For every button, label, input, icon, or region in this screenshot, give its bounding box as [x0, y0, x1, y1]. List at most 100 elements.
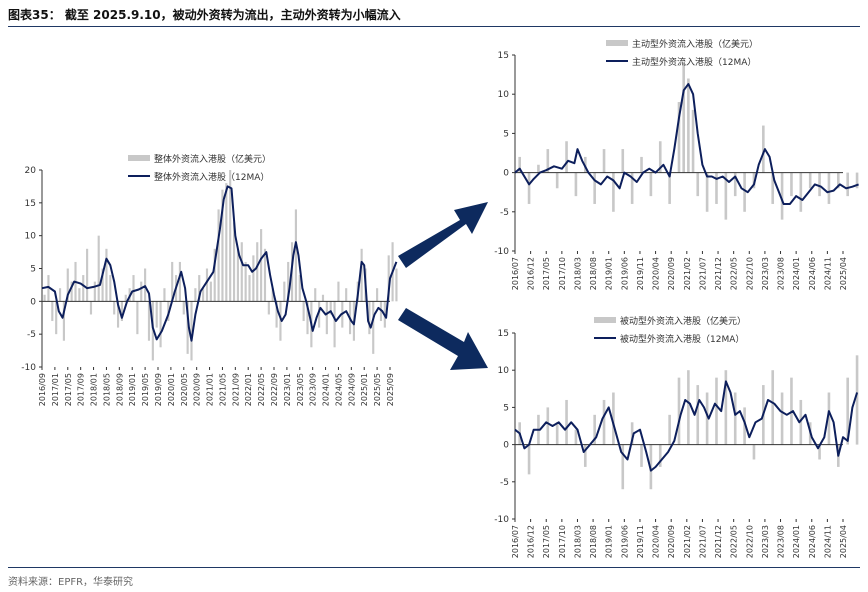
y-tick-label: 5	[503, 403, 509, 413]
flow-bar	[846, 172, 849, 197]
flow-bar	[178, 261, 181, 302]
x-tick-label: 2017/01	[51, 373, 60, 406]
flow-bar	[546, 407, 550, 445]
flow-bar	[186, 301, 189, 354]
flow-bar	[47, 275, 50, 302]
flow-bar	[658, 444, 662, 467]
x-tick-label: 2018/05	[102, 373, 111, 406]
flow-bar	[602, 149, 606, 173]
x-tick-label: 2020/04	[652, 525, 661, 558]
x-tick-label: 2024/01	[792, 525, 801, 558]
flow-bar	[799, 399, 803, 445]
flow-bar	[612, 172, 615, 212]
x-tick-label: 2023/01	[283, 373, 292, 406]
y-tick-label: 0	[503, 169, 509, 179]
flow-bar	[743, 407, 746, 445]
legend-line-swatch	[128, 175, 150, 177]
legend-passive: 被动型外资流入港股（亿美元） 被动型外资流入港股（12MA）	[594, 311, 746, 347]
flow-bar	[275, 301, 278, 328]
flow-bar	[855, 172, 859, 189]
flow-bar	[279, 301, 282, 341]
flow-bar	[159, 301, 162, 348]
flow-bar	[696, 172, 700, 197]
x-tick-label: 2024/06	[808, 525, 817, 558]
x-tick-label: 2022/01	[244, 373, 253, 406]
x-tick-label: 2021/07	[698, 257, 707, 290]
flow-bar	[132, 275, 135, 302]
y-tick-label: -5	[500, 208, 509, 218]
arrow-up-right-icon	[398, 202, 488, 268]
legend-item-bars: 整体外资流入港股（亿美元）	[128, 149, 271, 167]
legend-item-bars: 被动型外资流入港股（亿美元）	[594, 311, 746, 329]
y-tick-label: 10	[25, 232, 37, 242]
flow-bar	[298, 275, 301, 302]
ma-line	[514, 83, 859, 205]
x-tick-label: 2020/04	[652, 257, 661, 290]
x-tick-label: 2022/05	[730, 257, 739, 290]
flow-bar	[256, 242, 259, 302]
flow-bar	[82, 275, 85, 302]
x-tick-label: 2019/11	[636, 525, 645, 558]
x-tick-label: 2018/03	[573, 257, 582, 290]
x-tick-label: 2018/01	[90, 373, 99, 406]
flow-bar	[62, 301, 65, 341]
y-tick-label: 15	[498, 329, 509, 339]
flow-bar	[252, 255, 255, 302]
flow-bar	[555, 422, 559, 445]
x-tick-label: 2024/05	[334, 373, 343, 406]
flow-bar	[612, 392, 615, 445]
x-tick-label: 2022/10	[745, 525, 754, 558]
flow-bar	[395, 268, 398, 302]
chart-active-svg: -10 -5 0 5 10 15 2016/07 2016/12 2017/05 2017/10 2…	[494, 51, 859, 290]
flow-bar	[630, 422, 634, 445]
x-tick-label: 2021/07	[698, 525, 707, 558]
x-tick-label: 2022/09	[270, 373, 279, 406]
x-tick-label: 2023/08	[777, 525, 786, 558]
footer-rule	[8, 567, 860, 568]
arrow-down-right-icon	[398, 308, 488, 370]
flow-bar	[640, 444, 643, 467]
flow-bar	[691, 109, 695, 173]
chart-passive: -10 -5 0 5 10 15 2016/07 2016/12 2017/05 2017/10 2…	[485, 312, 859, 564]
flow-bar	[345, 288, 348, 302]
flow-bar	[640, 156, 643, 173]
y-tick-label: -5	[500, 478, 509, 488]
flow-bar	[733, 392, 737, 445]
flow-bar	[124, 294, 127, 302]
x-tick-label: 2021/12	[714, 525, 723, 558]
flow-bar	[658, 141, 662, 173]
flow-bar	[555, 172, 559, 189]
flow-bar	[387, 255, 390, 302]
flow-bar	[724, 370, 728, 445]
x-tick-label: 2023/09	[309, 373, 318, 406]
flow-bar	[198, 275, 201, 302]
x-tick-label: 2016/09	[38, 373, 47, 406]
x-tick-label: 2020/09	[667, 525, 676, 558]
flow-bar	[537, 164, 540, 173]
x-tick-label: 2020/01	[167, 373, 176, 406]
flow-bar	[155, 301, 158, 328]
x-tick-label: 2022/05	[730, 525, 739, 558]
flow-bar	[743, 172, 746, 212]
flow-bar	[574, 172, 578, 197]
flow-bar	[593, 172, 596, 204]
flow-bar	[649, 172, 653, 197]
x-tick-label: 2021/02	[683, 257, 692, 290]
x-tick-label: 2021/09	[231, 373, 240, 406]
flow-bar	[240, 242, 243, 302]
flow-bar	[244, 261, 247, 302]
x-tick-label: 2019/01	[128, 373, 137, 406]
x-tick-label: 2019/11	[636, 257, 645, 290]
flow-bar	[260, 229, 263, 302]
x-tick-label: 2025/09	[386, 373, 395, 406]
x-tick-label: 2018/08	[589, 525, 598, 558]
legend-line-swatch	[594, 337, 616, 339]
flow-bar	[696, 385, 700, 445]
flow-bar	[109, 275, 112, 302]
x-tick-label: 2017/09	[77, 373, 86, 406]
flow-bar	[58, 288, 62, 302]
x-tick-label: 2021/12	[714, 257, 723, 290]
flow-bar	[518, 156, 521, 173]
flow-bar	[837, 172, 840, 189]
flow-bar	[302, 301, 305, 322]
